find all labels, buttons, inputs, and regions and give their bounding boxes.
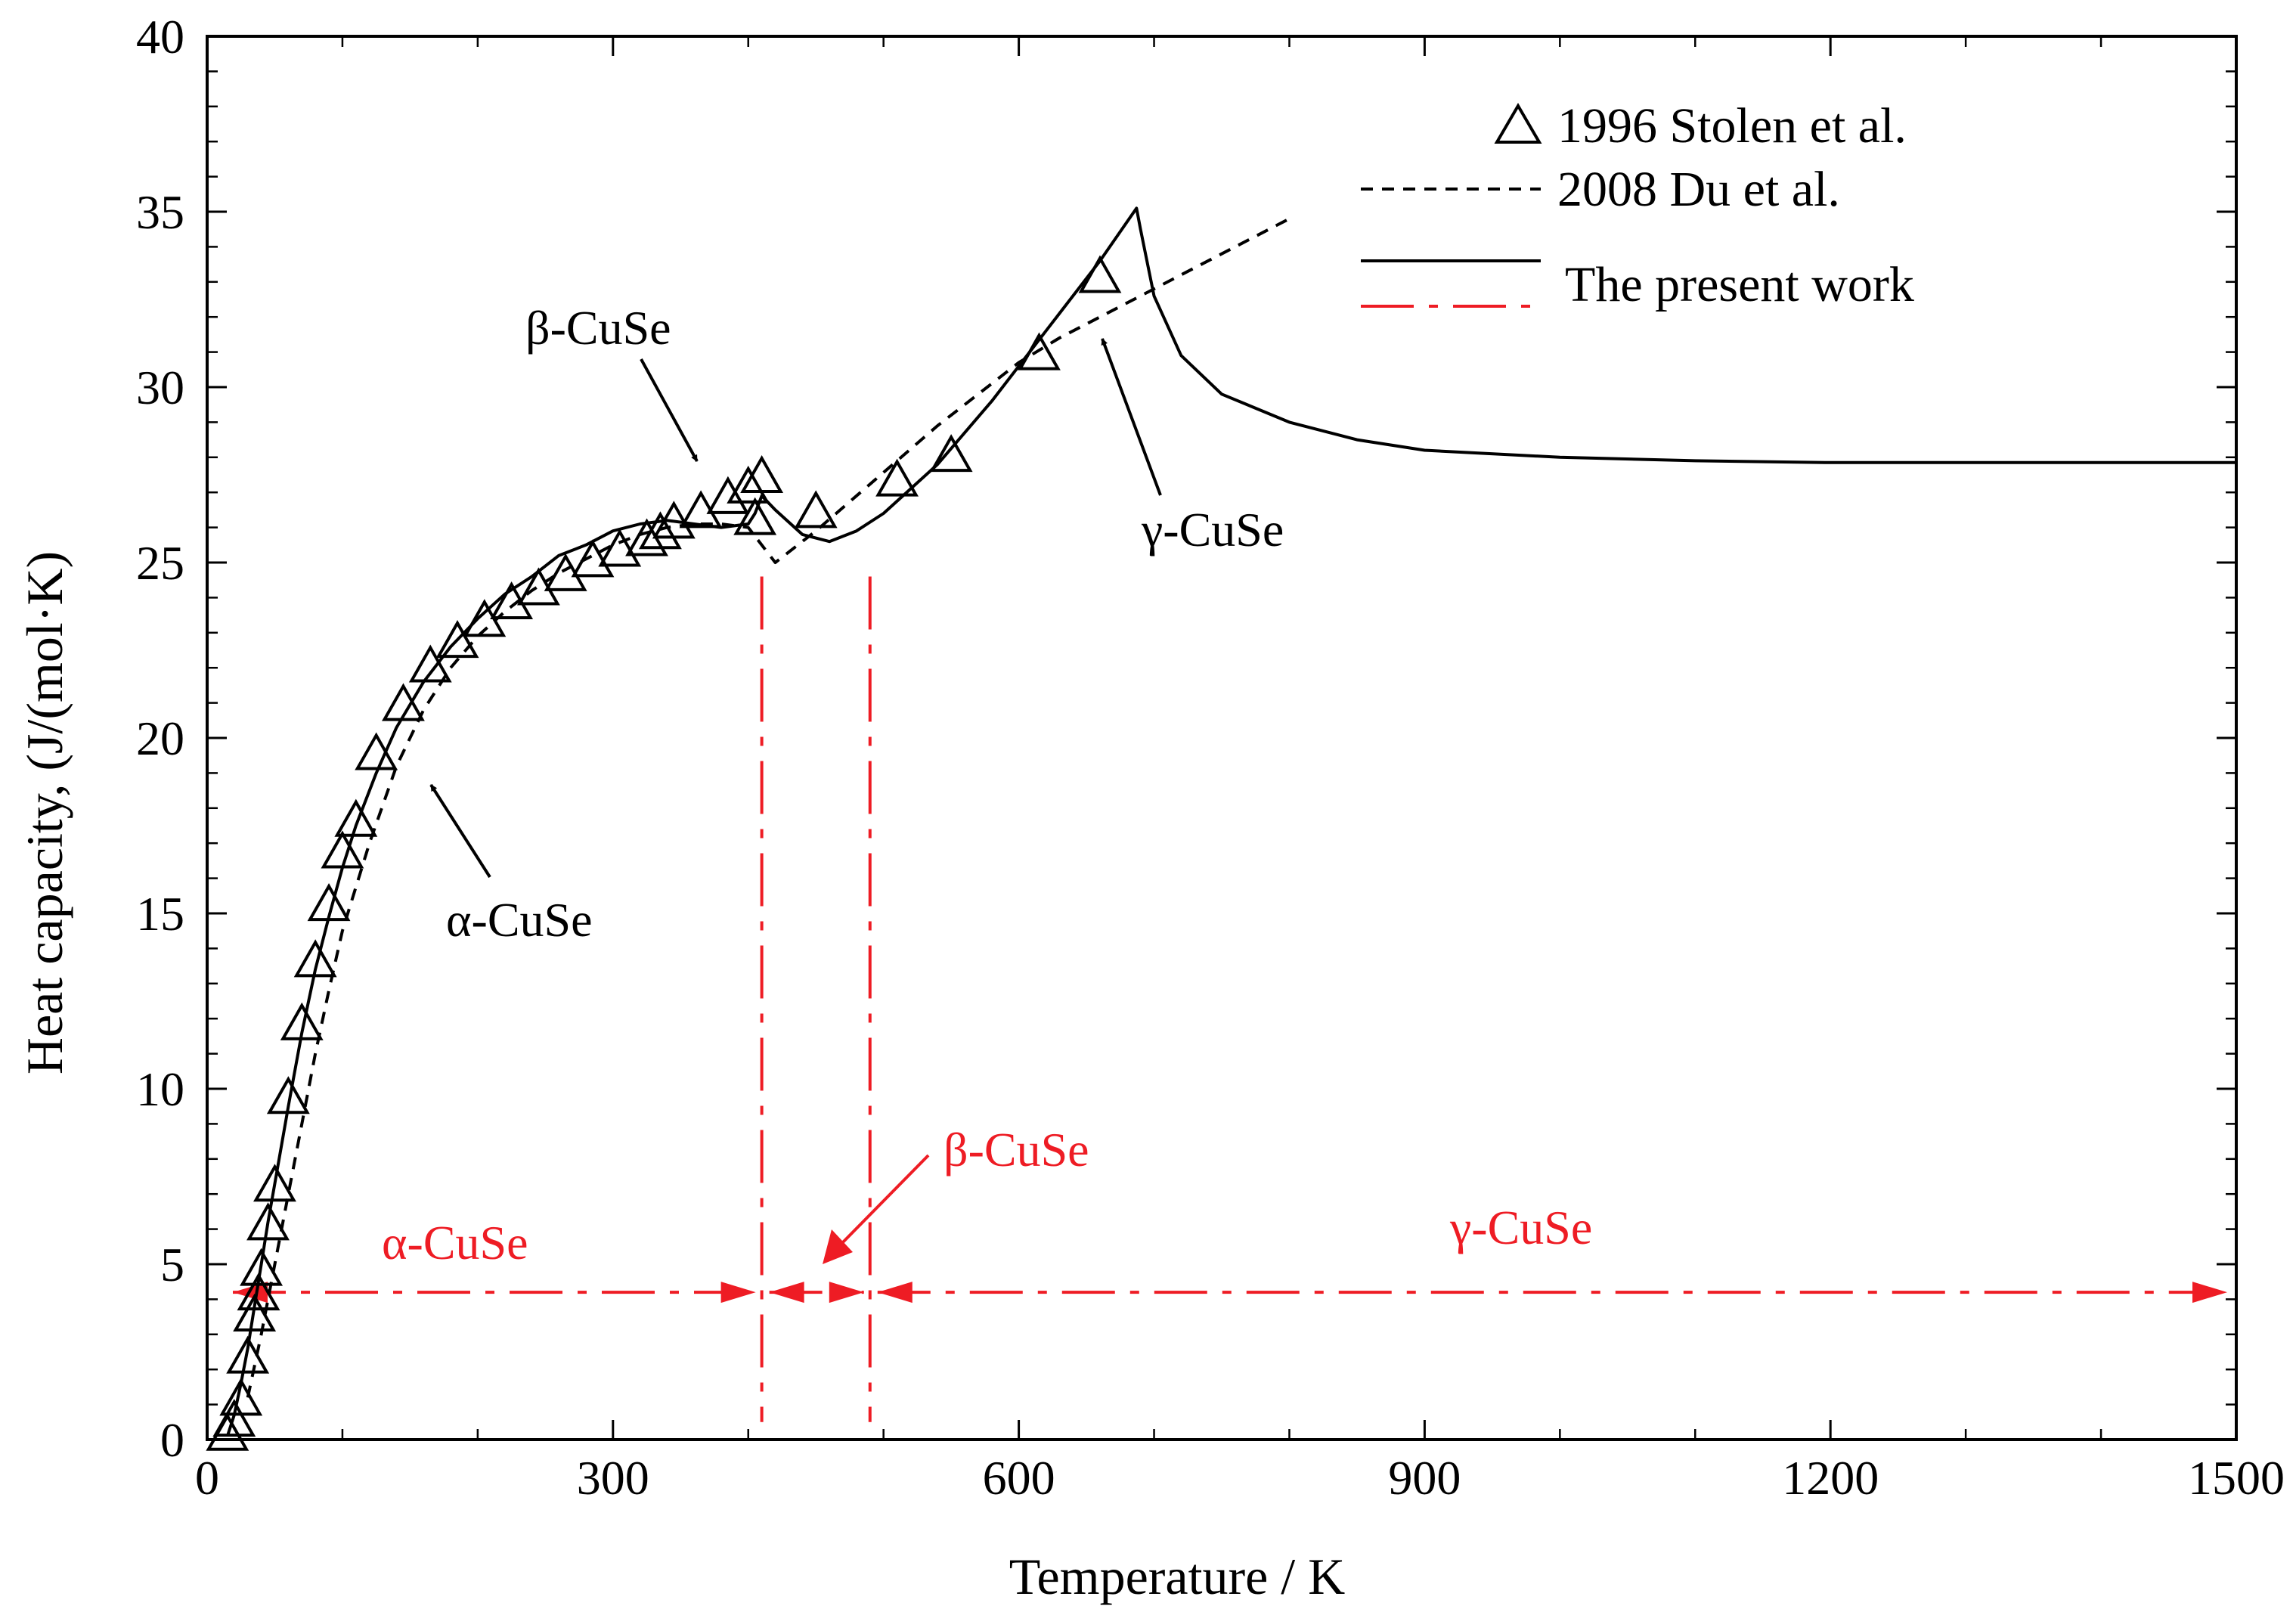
alpha-phase-label: α-CuSe	[382, 1216, 528, 1269]
y-tick-label: 30	[136, 361, 184, 414]
data-point-stolen	[929, 434, 973, 473]
phase-range-arrowhead-right	[2192, 1282, 2227, 1304]
data-point-stolen	[408, 644, 452, 683]
alpha-arrow	[429, 783, 491, 879]
legend: 1996 Stolen et al. 2008 Du et al. The pr…	[1361, 98, 1914, 312]
data-point-stolen	[679, 490, 723, 529]
x-tick-label: 1500	[2188, 1451, 2285, 1505]
data-point-stolen	[334, 798, 378, 837]
data-point-stolen	[706, 476, 750, 514]
x-axis-title: Temperature / K	[1009, 1548, 1346, 1605]
phase-range-arrowhead-left	[769, 1282, 804, 1304]
data-point-stolen	[794, 490, 838, 529]
beta-phase-pointer	[838, 1154, 930, 1248]
x-tick-label: 300	[577, 1451, 649, 1505]
legend-label-present: The present work	[1565, 257, 1914, 312]
gamma-cuse-label: γ-CuSe	[1141, 503, 1284, 556]
series-group	[206, 206, 2236, 1451]
x-tick-label: 600	[983, 1451, 1055, 1505]
data-point-stolen	[727, 465, 770, 504]
x-tick-label: 1200	[1782, 1451, 1879, 1505]
x-tick-label: 0	[195, 1451, 219, 1505]
series-line-present	[225, 206, 2236, 1437]
y-tick-label: 0	[160, 1413, 184, 1467]
beta-phase-label: β-CuSe	[943, 1123, 1089, 1176]
legend-marker-stolen	[1494, 103, 1542, 144]
y-tick-label: 15	[136, 887, 184, 941]
data-point-stolen	[219, 1378, 263, 1416]
data-point-stolen	[321, 830, 364, 869]
y-tick-label: 35	[136, 185, 184, 239]
y-axis-title: Heat capacity, (J/(mol·K)	[16, 551, 73, 1074]
data-point-stolen	[246, 1202, 290, 1241]
data-point-stolen	[516, 567, 560, 606]
black-annotations: β-CuSe α-CuSe γ-CuSe	[429, 301, 1284, 947]
data-point-stolen	[240, 1248, 284, 1286]
beta-arrow	[640, 358, 699, 462]
phase-markers	[233, 576, 2227, 1422]
data-point-stolen	[638, 511, 682, 550]
legend-label-du: 2008 Du et al.	[1557, 162, 1840, 217]
x-tick-label: 900	[1388, 1451, 1461, 1505]
data-point-stolen	[733, 497, 777, 535]
data-point-stolen	[212, 1399, 256, 1437]
beta-phase-pointer-head	[823, 1229, 853, 1264]
data-point-stolen	[598, 529, 642, 567]
beta-cuse-label: β-CuSe	[525, 301, 671, 355]
alpha-cuse-label: α-CuSe	[446, 893, 593, 947]
gamma-phase-label: γ-CuSe	[1449, 1201, 1592, 1254]
data-point-stolen	[740, 454, 784, 493]
y-tick-label: 20	[136, 711, 184, 765]
y-tick-label: 25	[136, 536, 184, 590]
gamma-arrow	[1101, 338, 1162, 496]
phase-range-arrowhead-right	[829, 1282, 864, 1304]
y-tick-label: 10	[136, 1062, 184, 1116]
plot-area-frame	[206, 35, 2238, 1441]
red-annotations: α-CuSe β-CuSe γ-CuSe	[382, 1123, 1592, 1269]
y-tick-label: 40	[136, 10, 184, 64]
data-point-stolen	[253, 1164, 296, 1202]
series-line-du	[246, 217, 1291, 1398]
data-point-stolen	[875, 458, 919, 497]
phase-range-arrowhead-right	[720, 1282, 756, 1304]
phase-range-arrowhead-left	[877, 1282, 913, 1304]
legend-label-stolen: 1996 Stolen et al.	[1557, 98, 1907, 153]
y-tick-label: 5	[160, 1238, 184, 1291]
axes-ticks: 0 300 600 900 1200 1500 0 5 10 15 20 25 30 35 40	[136, 10, 2285, 1505]
data-point-stolen	[435, 620, 479, 659]
